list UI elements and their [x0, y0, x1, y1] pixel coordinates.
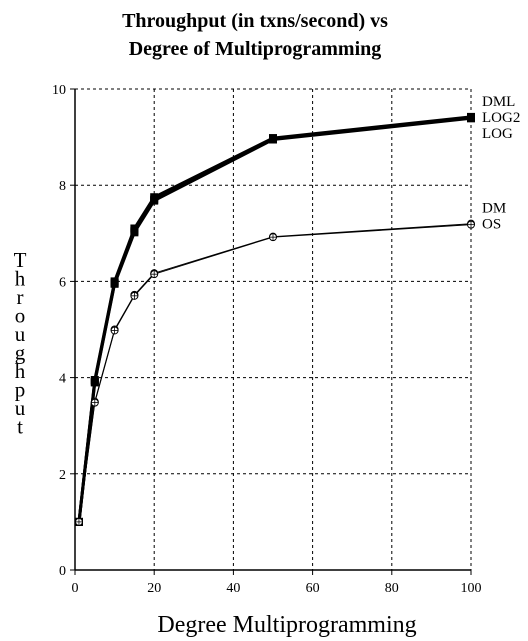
data-point-log [269, 135, 277, 144]
x-tick-label: 40 [226, 581, 240, 596]
grid-lines [75, 88, 472, 570]
series-line-dm [78, 223, 472, 522]
y-tick-label: 8 [59, 179, 66, 194]
x-tick-label: 80 [385, 581, 399, 596]
tick-labels: 0 20 40 60 80 100 0 2 4 6 8 10 [52, 83, 482, 596]
data-point-os [269, 233, 277, 242]
series-line-os [78, 224, 472, 522]
data-point-os [130, 291, 139, 300]
data-point-log [130, 228, 139, 237]
y-tick-label: 6 [59, 275, 66, 290]
x-tick-label: 20 [147, 581, 161, 596]
chart-title-line-2: Degree of Multiprogramming [129, 38, 382, 60]
x-tick-label: 0 [72, 581, 79, 596]
chart-title-line-1: Throughput (in txns/second) vs [122, 10, 388, 32]
series-line-log [77, 116, 472, 523]
x-tick-label: 100 [461, 581, 482, 596]
x-tick-label: 60 [306, 581, 320, 596]
series-label-dml: DML [482, 94, 515, 110]
data-point-os [90, 398, 99, 407]
series-line-dml [77, 115, 472, 523]
data-point-log [90, 378, 99, 387]
series-label-os: OS [482, 217, 501, 233]
series-label-dm: DM [482, 201, 506, 217]
y-tick-label: 0 [59, 564, 66, 579]
y-tick-label: 10 [52, 83, 66, 98]
series-label-log: LOG [482, 126, 513, 142]
data-point-os [110, 326, 119, 335]
series-markers [74, 112, 475, 526]
x-axis-label: Degree Multiprogramming [157, 612, 416, 638]
series-line-log2 [77, 116, 472, 523]
series-lines [77, 115, 472, 523]
data-point-os [467, 220, 475, 229]
data-point-log [467, 114, 475, 123]
axes [70, 88, 472, 575]
data-point-log [110, 279, 119, 288]
series-label-log2: LOG2 [482, 110, 520, 126]
data-point-log [150, 196, 159, 205]
data-point-os [150, 270, 159, 279]
y-tick-label: 2 [59, 468, 66, 483]
data-point-os [74, 517, 83, 526]
y-tick-label: 4 [59, 372, 66, 387]
